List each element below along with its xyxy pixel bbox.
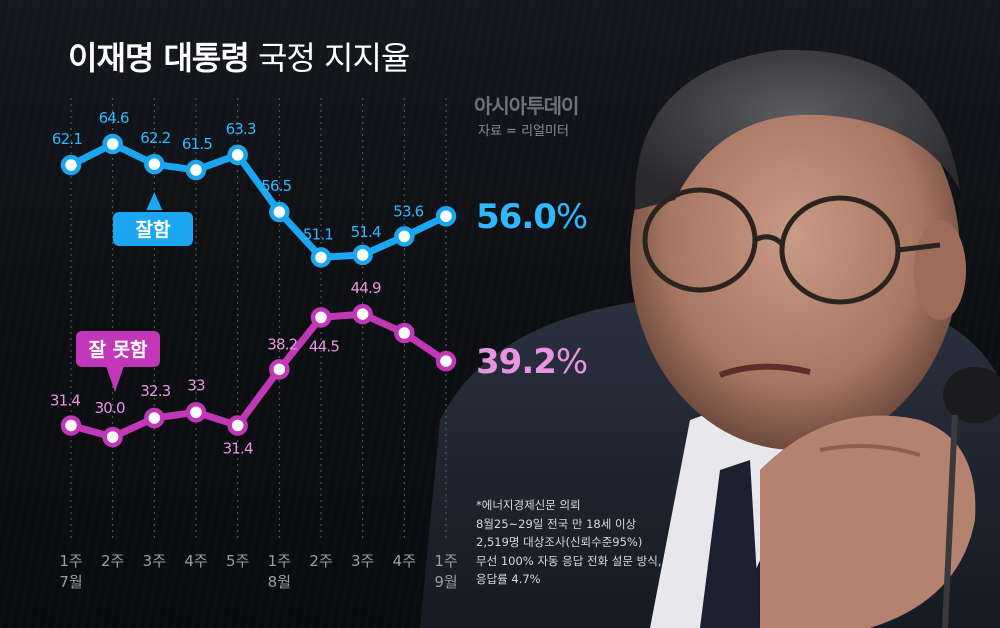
- title-light: 국정 지지율: [257, 39, 410, 77]
- disapprove-callout-pointer: [106, 366, 124, 392]
- x-tick-week: 1주: [59, 552, 82, 570]
- disapprove-final-value: 39.2%: [476, 342, 587, 382]
- approve-value-label: 62.2: [140, 129, 170, 147]
- x-tick-week: 4주: [393, 552, 416, 570]
- hair-shape: [634, 49, 960, 211]
- approve-point: [227, 144, 248, 166]
- disapprove-value-label: 33: [187, 376, 205, 394]
- x-tick-week: 2주: [309, 552, 332, 570]
- disapprove-value-label: 30.0: [95, 399, 125, 417]
- disapprove-value-label: 32.3: [140, 382, 170, 400]
- note-line: *에너지경제신문 의뢰: [476, 498, 581, 512]
- approve-value-label: 63.3: [226, 120, 256, 138]
- x-tick-week: 3주: [351, 552, 374, 570]
- x-tick-month: 8월: [268, 573, 291, 591]
- approve-value-label: 51.4: [351, 223, 381, 241]
- disapprove-callout-label: 잘 못함: [88, 339, 148, 361]
- approve-point: [102, 133, 123, 155]
- hand-shape: [760, 415, 976, 628]
- x-tick-week: 5주: [226, 552, 249, 570]
- disapprove-line: [67, 310, 450, 441]
- glasses-shape: [642, 187, 941, 305]
- approve-point: [185, 159, 207, 181]
- approve-callout-label: 잘함: [136, 219, 171, 241]
- approve-value-label: 64.6: [99, 109, 129, 127]
- disapprove-final-number: 39.2: [476, 342, 556, 382]
- source-text: 자료 = 리얼미터: [478, 124, 569, 139]
- page-title: 이재명 대통령 국정 지지율: [68, 33, 410, 79]
- approve-value-label: 56.5: [261, 177, 291, 195]
- disapprove-callout-box: [76, 331, 160, 367]
- approve-final-number: 56.0: [476, 197, 556, 237]
- x-tick-month: 9월: [434, 573, 457, 591]
- disapprove-point: [227, 415, 248, 436]
- disapprove-value-label: 31.4: [50, 391, 80, 409]
- title-bold: 이재명 대통령: [68, 39, 250, 77]
- approve-point: [310, 247, 332, 268]
- disapprove-point: [352, 303, 373, 325]
- disapprove-point: [394, 322, 415, 344]
- approve-final-value: 56.0%: [476, 197, 587, 237]
- note-line: 응답률 4.7%: [476, 572, 541, 586]
- approve-value-label: 62.1: [52, 130, 82, 148]
- face-shape: [630, 60, 960, 450]
- approve-line: [67, 140, 450, 261]
- x-tick-week: 2주: [101, 552, 124, 570]
- disapprove-point: [310, 307, 332, 328]
- disapprove-value-label: 44.5: [309, 337, 339, 355]
- x-tick-week: 1주: [434, 552, 457, 570]
- approve-value-label: 51.1: [303, 225, 333, 243]
- microphone-shape: [943, 367, 1000, 423]
- disapprove-point: [269, 359, 290, 380]
- disapprove-value-label: 31.4: [223, 439, 253, 457]
- approve-point: [394, 226, 415, 247]
- survey-note: *에너지경제신문 의뢰 8월25~29일 전국 만 18세 이상 2,519명 …: [476, 496, 661, 589]
- disapprove-final-unit: %: [556, 342, 587, 382]
- approve-callout-pointer: [146, 192, 163, 211]
- x-tick-month: 7월: [59, 573, 82, 591]
- approve-final-unit: %: [556, 197, 587, 237]
- approve-point: [269, 201, 290, 223]
- approve-point: [144, 153, 165, 175]
- x-tick-week: 3주: [143, 552, 166, 570]
- x-tick-week: 1주: [268, 552, 291, 570]
- note-line: 8월25~29일 전국 만 18세 이상: [476, 516, 637, 531]
- disapprove-point: [185, 402, 207, 423]
- brand-logo-text: 아시아투데이: [474, 94, 579, 118]
- approve-point: [435, 205, 457, 227]
- note-line: 2,519명 대상조사(신뢰수준95%): [476, 535, 643, 549]
- disapprove-value-label: 38.2: [267, 335, 297, 353]
- approve-value-label: 53.6: [393, 202, 423, 220]
- approve-value-label: 61.5: [182, 135, 212, 153]
- disapprove-point: [435, 350, 457, 372]
- disapprove-point: [60, 415, 82, 436]
- disapprove-value-label: 44.9: [351, 279, 381, 297]
- approve-point: [60, 154, 82, 176]
- disapprove-point: [102, 426, 123, 448]
- x-tick-week: 4주: [184, 552, 207, 570]
- president-photo: [420, 49, 1000, 628]
- approve-point: [352, 244, 373, 266]
- approve-callout-box: [113, 212, 193, 246]
- note-line: 무선 100% 자동 응답 전화 설문 방식,: [476, 553, 662, 568]
- tie-shape: [700, 460, 760, 628]
- disapprove-point: [144, 407, 165, 429]
